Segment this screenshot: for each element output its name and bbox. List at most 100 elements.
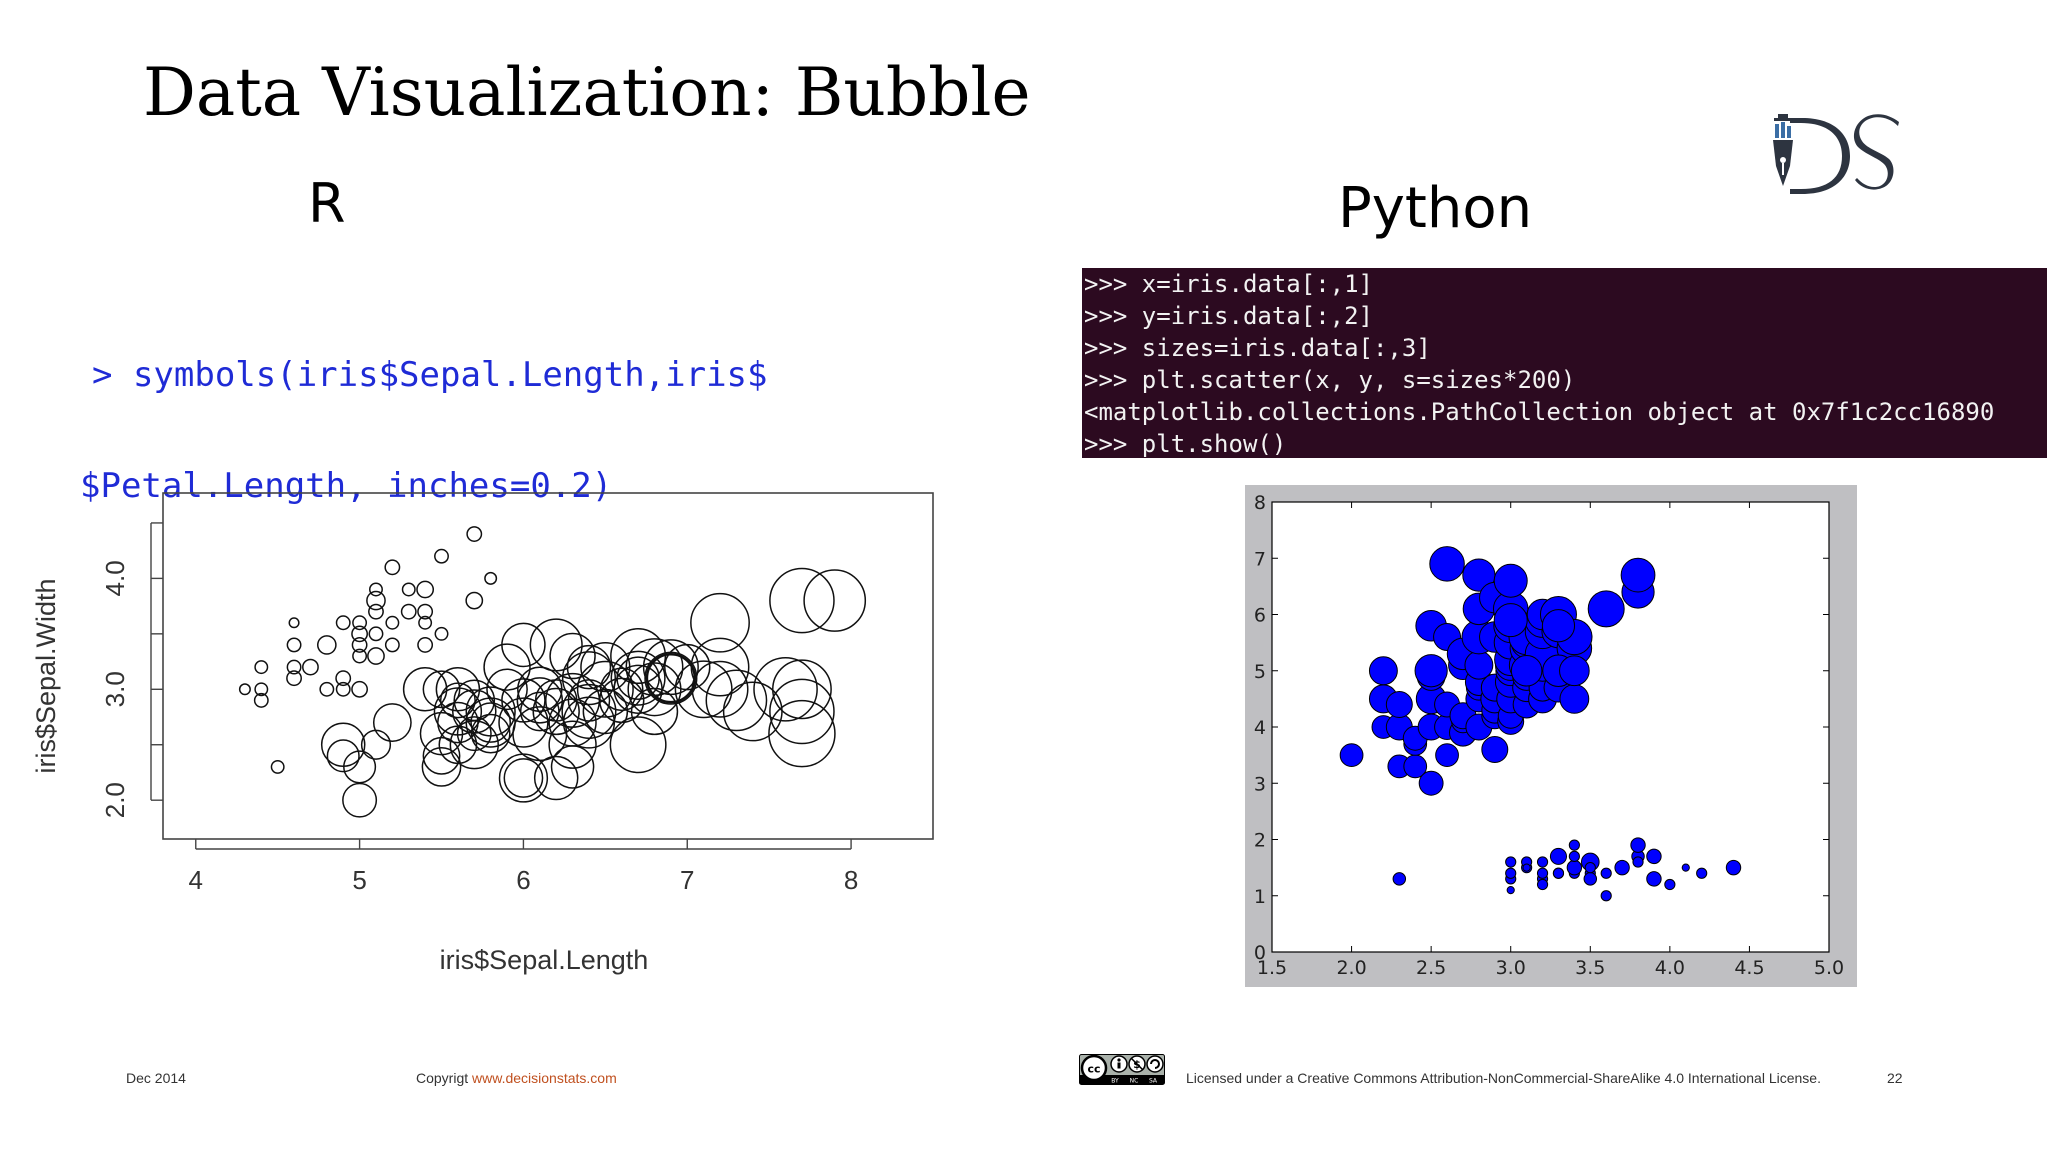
r-bubble	[690, 592, 750, 653]
creative-commons-badge-icon[interactable]: cc $ BY NC SA	[1079, 1054, 1165, 1085]
python-heading: Python	[1338, 176, 1533, 241]
py-bubble	[1559, 683, 1590, 714]
r-bubble	[352, 615, 368, 631]
python-bubble-chart: 1.5 2.0 2.5 3.0 3.5 4.0 4.5 5.0 0 1 2 3 4 5 6 7 8	[1254, 492, 1844, 979]
r-x-tick-label: 8	[844, 865, 858, 895]
py-x-tick-label: 2.5	[1416, 957, 1446, 979]
py-x-tick-label: 4.0	[1655, 957, 1685, 979]
r-bubble	[567, 679, 611, 722]
r-y-tick-label: 3.0	[100, 671, 130, 707]
r-x-tick-label: 7	[680, 865, 694, 895]
r-bubble	[434, 548, 449, 564]
r-bubble	[326, 739, 360, 773]
terminal-line: >>> plt.scatter(x, y, s=sizes*200)	[1084, 366, 1576, 394]
r-bubble	[422, 670, 461, 709]
py-bubble	[1392, 872, 1407, 886]
py-bubble	[1481, 736, 1509, 763]
py-bubble	[1368, 656, 1398, 686]
py-bubble	[1664, 878, 1676, 891]
r-bubble	[352, 648, 368, 664]
py-x-tick-label: 2.0	[1336, 957, 1366, 979]
py-x-tick-label: 3.0	[1496, 957, 1526, 979]
r-bubble	[368, 626, 384, 642]
py-x-tick-label: 1.5	[1257, 957, 1287, 979]
r-bubble	[385, 615, 400, 630]
r-bubble	[422, 736, 461, 775]
py-bubble	[1630, 837, 1646, 853]
py-bubble	[1620, 557, 1656, 593]
copyright-link[interactable]: www.decisionstats.com	[472, 1070, 617, 1086]
py-x-tick-label: 3.5	[1575, 957, 1605, 979]
r-code-line: $Petal.Length, inches=0.2)	[80, 466, 613, 506]
r-bubble	[456, 716, 492, 752]
r-bubble	[270, 759, 285, 774]
py-bubble	[1568, 839, 1580, 851]
py-axes-box	[1271, 501, 1830, 953]
py-bubble	[1493, 563, 1528, 598]
py-bubble	[1464, 650, 1494, 680]
r-bubble	[384, 637, 400, 653]
r-bubble	[753, 656, 818, 722]
py-bubble	[1429, 546, 1465, 582]
r-bubble	[642, 639, 699, 696]
py-bubble	[1506, 886, 1515, 895]
r-bubble	[576, 660, 634, 718]
r-plot-box	[162, 492, 934, 840]
terminal-line: <matplotlib.collections.PathCollection o…	[1084, 398, 1995, 426]
r-bubble	[351, 637, 368, 653]
py-bubble	[1646, 848, 1662, 865]
py-y-tick-label: 2	[1254, 830, 1266, 852]
r-bubble	[532, 687, 580, 736]
r-bubble	[254, 660, 269, 675]
r-bubble	[402, 667, 448, 712]
r-bubble	[609, 716, 667, 774]
r-bubble-chart: 4 5 6 7 8 2.0 3.0 4.0 iris$Sepal.Length iris$Sepa…	[31, 492, 934, 975]
r-bubble	[674, 660, 733, 719]
r-bubble	[599, 667, 644, 712]
r-bubble	[335, 615, 351, 631]
r-code-line: > symbols(iris$Sepal.Length,iris$	[92, 355, 768, 395]
r-bubble	[288, 617, 300, 629]
r-bubble	[367, 647, 385, 665]
py-bubble	[1418, 770, 1444, 796]
py-bubble	[1566, 859, 1583, 876]
slide-title: Data Visualization: Bubble	[143, 54, 1031, 131]
r-bubble	[486, 668, 528, 711]
r-bubble	[483, 643, 531, 691]
r-bubble	[664, 643, 711, 691]
terminal-line: >>> x=iris.data[:,1]	[1084, 270, 1373, 298]
py-y-tick-label: 0	[1254, 942, 1266, 964]
r-bubble	[401, 582, 416, 597]
svg-text:NC: NC	[1130, 1078, 1139, 1085]
py-bubble	[1414, 654, 1448, 688]
svg-text:BY: BY	[1111, 1078, 1119, 1085]
py-bubble	[1587, 590, 1625, 628]
py-bubble	[1681, 863, 1690, 872]
r-bubble	[437, 701, 479, 744]
r-bubble	[351, 625, 368, 643]
terminal-line: >>> sizes=iris.data[:,3]	[1084, 334, 1431, 362]
py-bubble	[1522, 863, 1531, 872]
r-bubble	[368, 603, 384, 620]
py-bubble	[1385, 691, 1413, 718]
py-bubble	[1510, 654, 1543, 687]
py-x-tick-label: 4.5	[1734, 957, 1764, 979]
py-y-tick-label: 3	[1254, 773, 1266, 795]
r-bubble	[610, 650, 666, 706]
r-bubble	[286, 637, 302, 653]
r-bubble	[625, 638, 684, 697]
py-bubble	[1584, 862, 1596, 874]
r-y-tick-label: 4.0	[100, 560, 130, 596]
r-bubble	[465, 686, 516, 737]
r-y-tick-label: 2.0	[100, 782, 130, 818]
r-bubble	[384, 559, 401, 576]
py-bubble	[1632, 856, 1644, 868]
r-bubble	[254, 682, 269, 697]
r-bubble	[238, 683, 251, 696]
r-bubble	[316, 635, 337, 655]
py-bubble	[1552, 867, 1565, 879]
py-bubble	[1600, 867, 1612, 879]
r-bubble	[253, 692, 269, 708]
ds-logo	[1773, 114, 1899, 194]
r-bubble	[449, 720, 499, 770]
